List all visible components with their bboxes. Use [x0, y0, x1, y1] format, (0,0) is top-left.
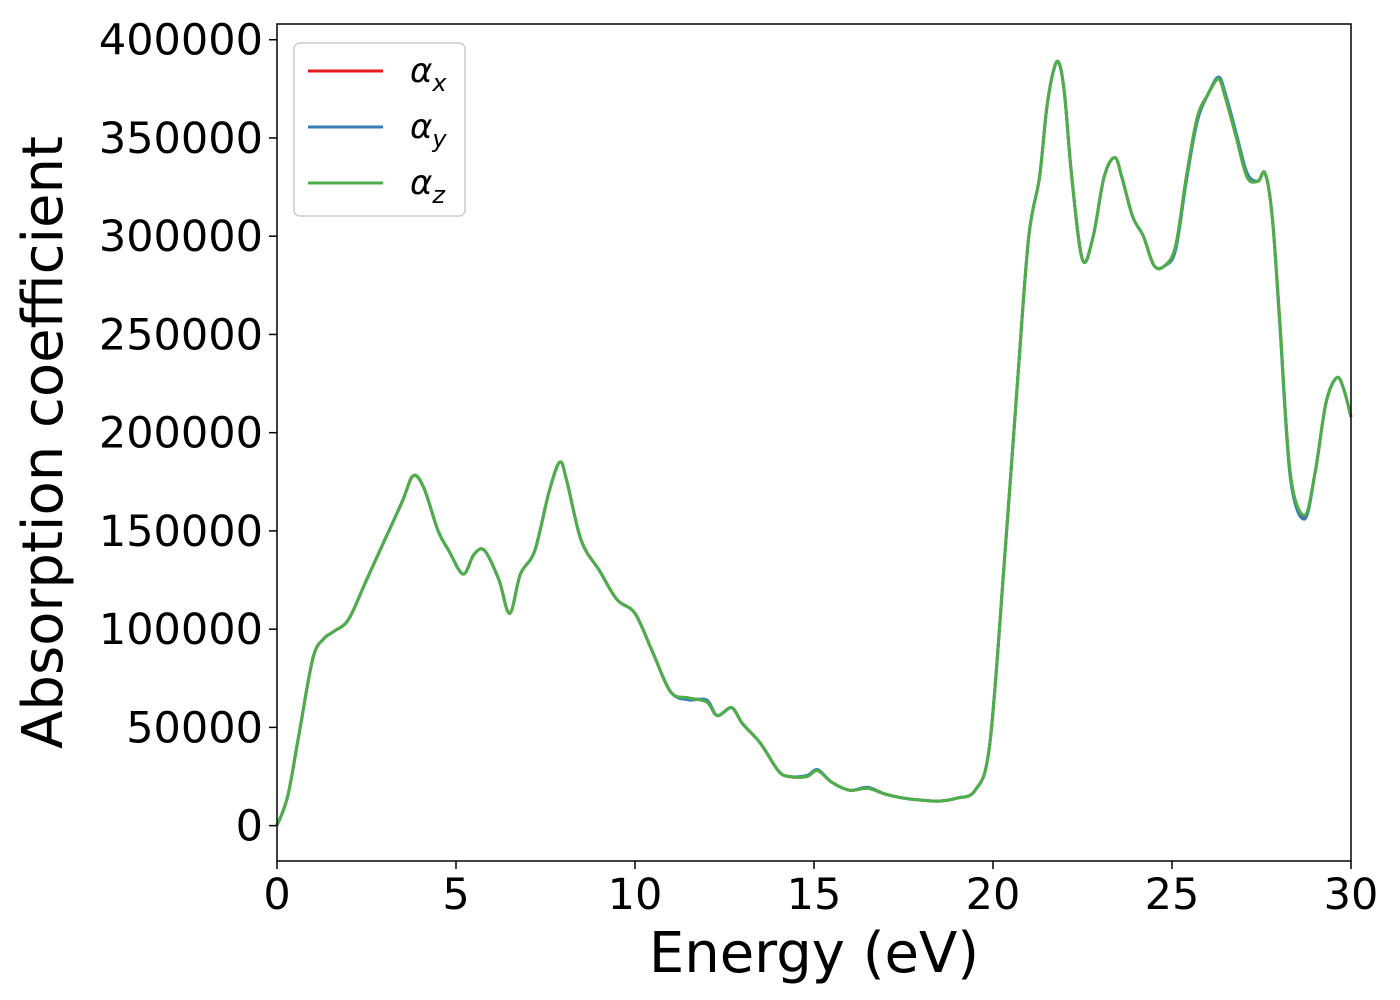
x-axis: 0 5 10 15 20 25 30	[263, 861, 1378, 920]
x-axis-title: Energy (eV)	[649, 921, 979, 986]
y-tick-label: 100000	[99, 605, 263, 655]
x-tick-label: 25	[1145, 870, 1200, 920]
x-tick-label: 5	[442, 870, 469, 920]
x-tick-label: 30	[1324, 870, 1379, 920]
series-line-alpha-z	[275, 59, 1353, 827]
y-axis-title: Absorption coefficient	[11, 136, 76, 749]
y-axis: 0 50000 100000 150000 200000 250000 300000 3500…	[99, 16, 277, 852]
x-tick-label: 20	[966, 870, 1021, 920]
legend-box	[293, 42, 466, 217]
y-tick-label: 250000	[99, 310, 263, 360]
y-tick-label: 300000	[99, 212, 263, 262]
y-tick-label: 200000	[99, 409, 263, 459]
y-tick-label: 50000	[126, 703, 263, 753]
y-tick-label: 350000	[99, 114, 263, 164]
x-tick-label: 10	[608, 870, 663, 920]
y-tick-label: 400000	[99, 16, 263, 66]
y-tick-label: 150000	[99, 507, 263, 557]
x-tick-label: 0	[263, 870, 290, 920]
plot-curves	[275, 59, 1353, 827]
x-tick-label: 15	[787, 870, 842, 920]
y-tick-label: 0	[236, 802, 263, 852]
